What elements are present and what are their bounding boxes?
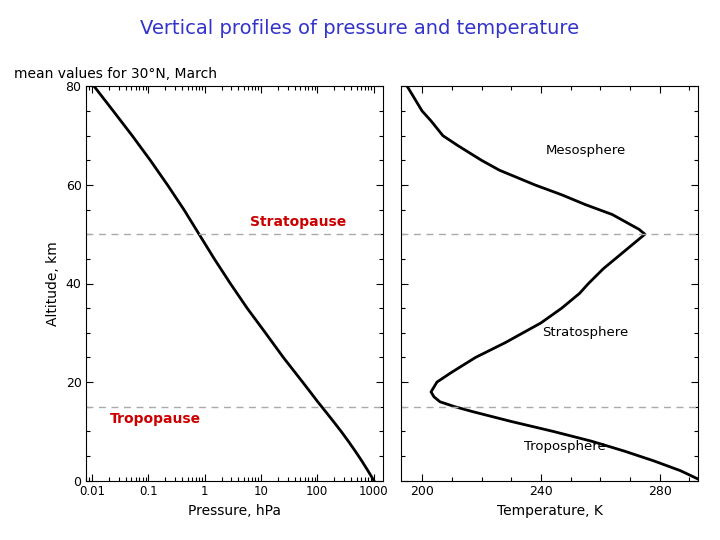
Text: Stratopause: Stratopause bbox=[250, 215, 346, 230]
X-axis label: Temperature, K: Temperature, K bbox=[497, 504, 603, 518]
Text: Vertical profiles of pressure and temperature: Vertical profiles of pressure and temper… bbox=[140, 19, 580, 38]
Text: Mesosphere: Mesosphere bbox=[545, 144, 626, 157]
Text: Tropopause: Tropopause bbox=[110, 411, 202, 426]
Text: mean values for 30°N, March: mean values for 30°N, March bbox=[14, 68, 217, 82]
Text: Troposphere: Troposphere bbox=[524, 440, 606, 453]
Text: Stratosphere: Stratosphere bbox=[542, 326, 629, 339]
X-axis label: Pressure, hPa: Pressure, hPa bbox=[189, 504, 282, 518]
Y-axis label: Altitude, km: Altitude, km bbox=[46, 241, 60, 326]
